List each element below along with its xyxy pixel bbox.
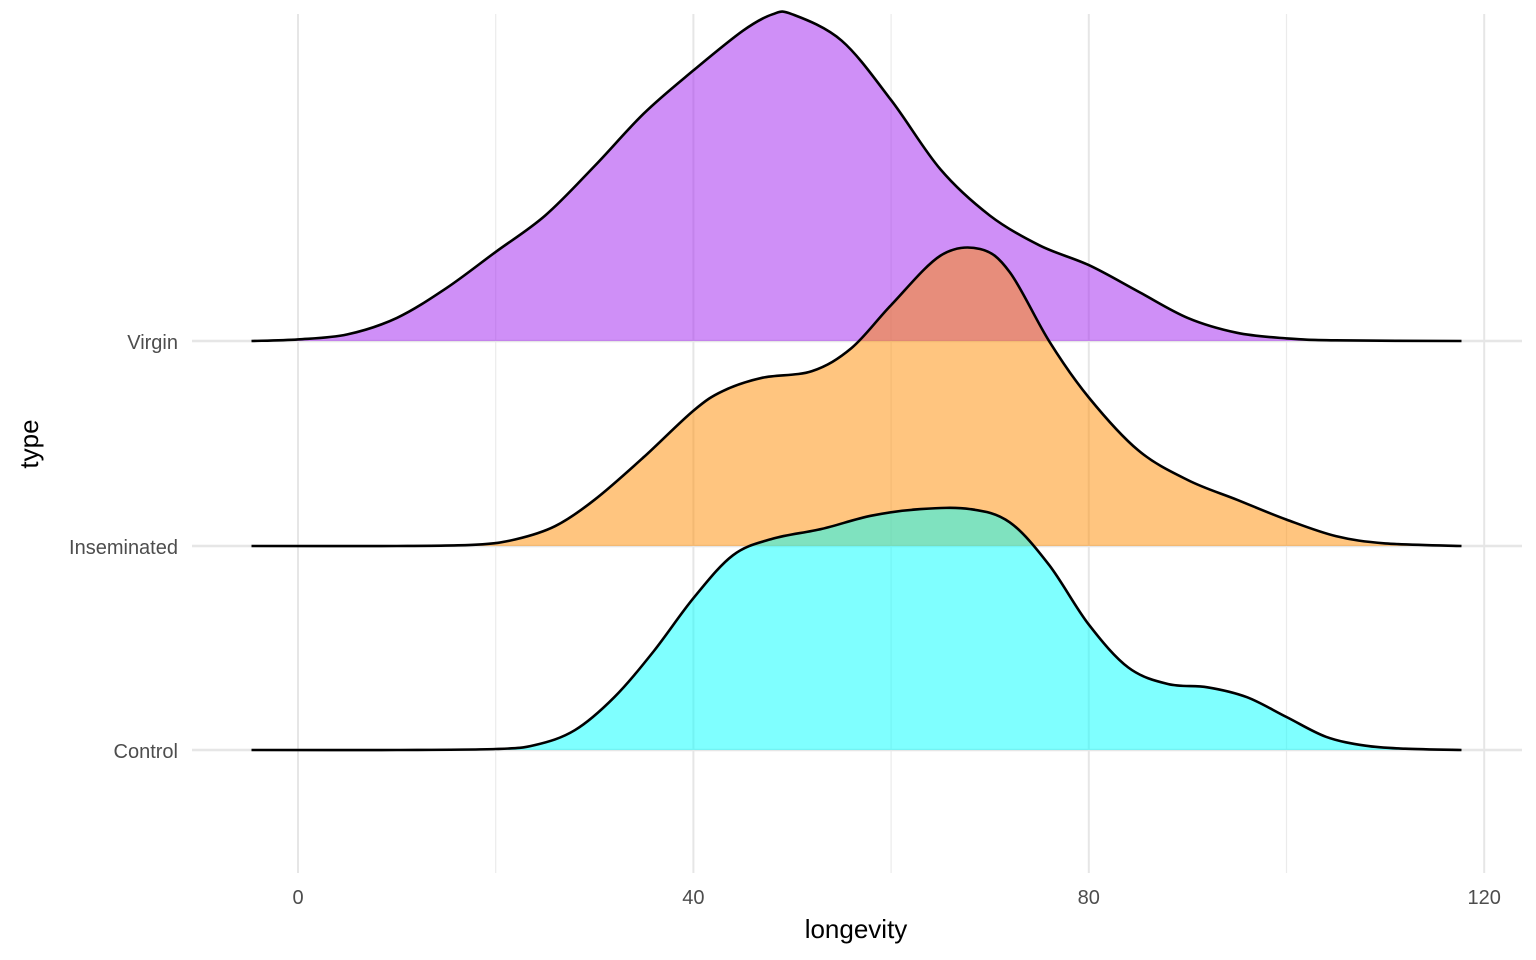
density-ridges — [251, 10, 1462, 752]
ridge-inseminated — [251, 246, 1462, 548]
ridge-outline — [251, 246, 1462, 548]
ridge-outline — [251, 506, 1462, 752]
ridge-fill — [251, 11, 1462, 341]
x-axis-tick-labels: 0 40 80 120 — [292, 887, 1500, 909]
x-axis-title: longevity — [805, 914, 908, 944]
ridge-virgin — [251, 10, 1462, 343]
ridge-fill — [251, 247, 1462, 547]
ridge-fill — [251, 507, 1462, 751]
y-tick-label-inseminated: Inseminated — [69, 537, 178, 559]
x-tick-label: 40 — [682, 887, 704, 909]
ridge-control — [251, 506, 1462, 752]
y-tick-label-virgin: Virgin — [127, 332, 178, 354]
y-axis-tick-labels: Virgin Inseminated Control — [69, 332, 178, 763]
x-tick-label: 0 — [292, 887, 303, 909]
x-tick-label: 80 — [1078, 887, 1100, 909]
y-tick-label-control: Control — [114, 741, 178, 763]
y-axis-title: type — [14, 419, 44, 468]
x-tick-label: 120 — [1468, 887, 1501, 909]
ridge-outline — [251, 10, 1462, 343]
